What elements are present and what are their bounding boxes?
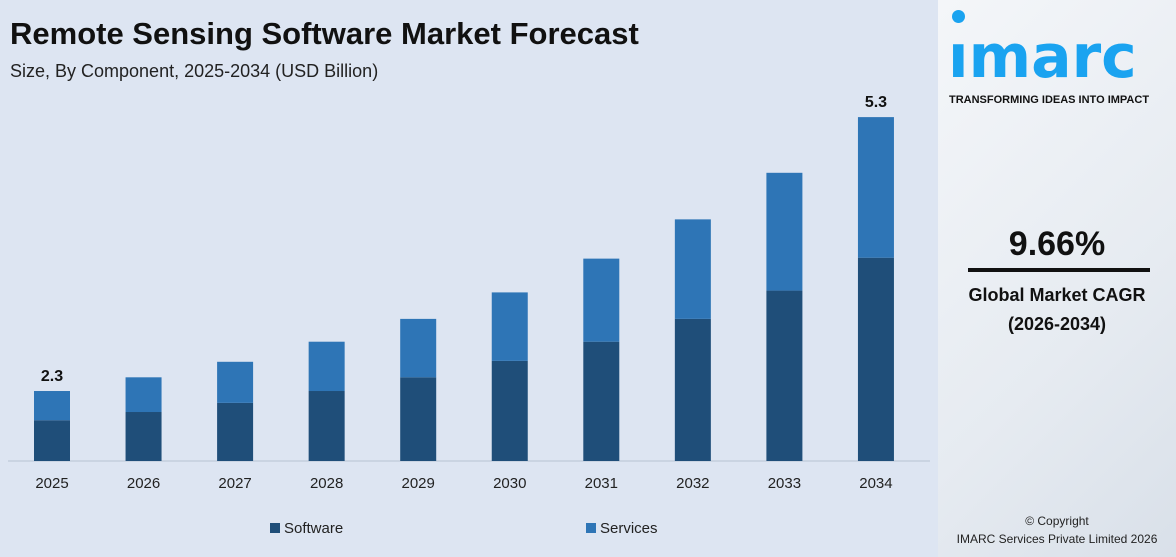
bar-software-2026 <box>125 412 162 461</box>
x-tick-label: 2026 <box>127 475 160 492</box>
bar-services-2034 <box>857 117 894 258</box>
bar-services-2031 <box>583 258 620 342</box>
data-label: 5.3 <box>865 94 887 111</box>
x-tick-label: 2034 <box>859 475 892 492</box>
imarc-logo: ımarc <box>948 26 1137 88</box>
legend-swatch-services <box>586 523 596 533</box>
chart-title: Remote Sensing Software Market Forecast <box>10 16 639 51</box>
logo-dot <box>952 10 965 23</box>
data-label: 2.3 <box>41 368 63 385</box>
cagr-divider <box>968 268 1150 272</box>
x-tick-label: 2025 <box>35 475 68 492</box>
x-tick-label: 2031 <box>585 475 618 492</box>
bar-software-2032 <box>674 318 711 461</box>
bar-services-2027 <box>217 361 254 403</box>
legend-label-services: Services <box>600 520 658 537</box>
legend-label-software: Software <box>284 520 343 537</box>
bar-services-2032 <box>674 219 711 319</box>
bar-software-2030 <box>491 360 528 461</box>
chart-subtitle: Size, By Component, 2025-2034 (USD Billi… <box>10 61 379 81</box>
bar-software-2033 <box>766 290 803 461</box>
x-tick-label: 2030 <box>493 475 526 492</box>
x-tick-label: 2032 <box>676 475 709 492</box>
x-tick-label: 2028 <box>310 475 343 492</box>
company-name: IMARC Services Private Limited 2026 <box>956 532 1158 546</box>
copyright: © Copyright <box>1025 514 1089 528</box>
x-tick-label: 2029 <box>402 475 435 492</box>
bar-software-2028 <box>308 391 345 461</box>
bar-services-2029 <box>400 318 437 378</box>
bar-software-2027 <box>217 402 254 461</box>
cagr-period: (2026-2034) <box>1007 314 1107 334</box>
x-tick-label: 2027 <box>218 475 251 492</box>
chart-panel: 2025 2.3 2026 2027 2028 2029 2030 2031 2032 2033 2… <box>8 16 930 537</box>
logo-tagline: TRANSFORMING IDEAS INTO IMPACT <box>949 94 1150 106</box>
bar-software-2031 <box>583 341 620 461</box>
cagr-value: 9.66% <box>1008 225 1106 263</box>
bar-software-2029 <box>400 377 437 461</box>
cagr-label: Global Market CAGR <box>968 285 1146 305</box>
bar-software-2025 <box>34 420 70 461</box>
info-panel: ımarc TRANSFORMING IDEAS INTO IMPACT 9.6… <box>938 0 1176 557</box>
legend-swatch-software <box>270 523 280 533</box>
bar-services-2028 <box>308 341 345 392</box>
bar-services-2033 <box>766 172 803 291</box>
stacked-bar-chart: 2025 2.3 2026 2027 2028 2029 2030 2031 2032 2033 2… <box>8 94 930 537</box>
x-tick-label: 2033 <box>768 475 801 492</box>
bar-services-2026 <box>125 377 162 413</box>
bar-software-2034 <box>857 257 894 461</box>
bar-services-2025 <box>34 391 70 421</box>
bar-services-2030 <box>491 292 528 361</box>
